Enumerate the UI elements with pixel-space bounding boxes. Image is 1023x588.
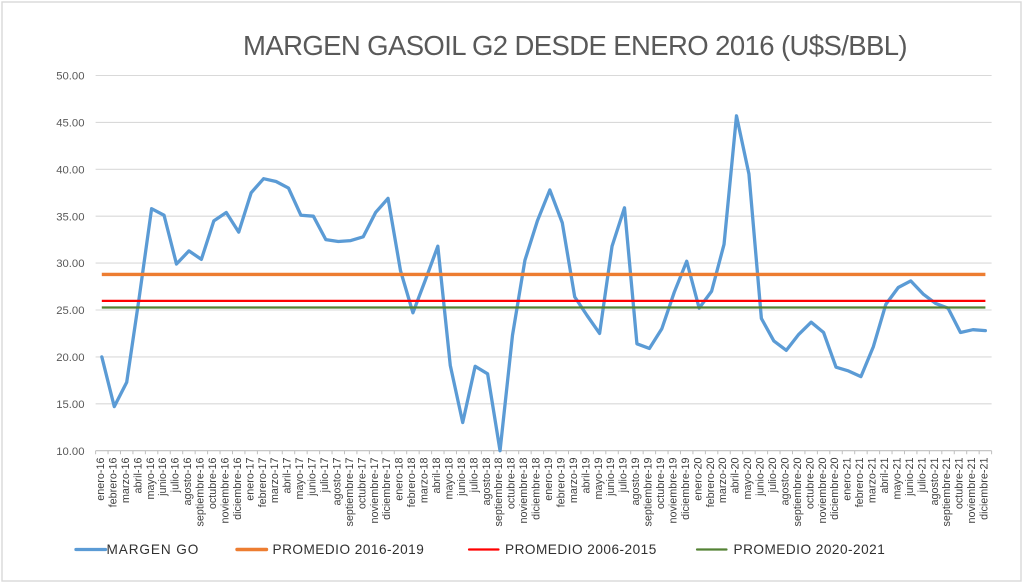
svg-text:marzo-17: marzo-17 [269, 458, 281, 504]
svg-text:junio-16: junio-16 [157, 458, 169, 497]
svg-text:octubre-16: octubre-16 [207, 458, 219, 510]
svg-text:febrero-18: febrero-18 [406, 458, 418, 508]
svg-text:septiembre-21: septiembre-21 [941, 458, 953, 527]
svg-text:diciembre-18: diciembre-18 [531, 458, 543, 520]
svg-text:marzo-21: marzo-21 [867, 458, 879, 504]
svg-text:enero-19: enero-19 [543, 458, 555, 501]
svg-text:enero-20: enero-20 [692, 458, 704, 501]
svg-text:enero-21: enero-21 [842, 458, 854, 501]
svg-text:septiembre-17: septiembre-17 [344, 458, 356, 527]
svg-text:diciembre-21: diciembre-21 [979, 458, 991, 520]
svg-text:abril-19: abril-19 [580, 458, 592, 494]
svg-text:MARGEN GASOIL G2 DESDE ENERO 2: MARGEN GASOIL G2 DESDE ENERO 2016 (U$S/B… [243, 30, 907, 61]
svg-text:septiembre-16: septiembre-16 [195, 458, 207, 527]
svg-text:diciembre-20: diciembre-20 [829, 458, 841, 520]
svg-text:julio-20: julio-20 [767, 458, 779, 494]
svg-text:septiembre-20: septiembre-20 [792, 458, 804, 527]
svg-text:agosto-18: agosto-18 [481, 458, 493, 506]
svg-text:abril-17: abril-17 [282, 458, 294, 494]
svg-text:febrero-16: febrero-16 [107, 458, 119, 508]
svg-text:agosto-21: agosto-21 [929, 458, 941, 506]
svg-text:mayo-20: mayo-20 [742, 458, 754, 500]
svg-text:abril-16: abril-16 [132, 458, 144, 494]
svg-text:marzo-20: marzo-20 [717, 458, 729, 504]
svg-text:julio-21: julio-21 [916, 458, 928, 494]
svg-text:45.00: 45.00 [56, 118, 84, 130]
svg-text:julio-16: julio-16 [170, 458, 182, 494]
svg-text:junio-17: junio-17 [307, 458, 319, 497]
svg-text:PROMEDIO 2006-2015: PROMEDIO 2006-2015 [505, 542, 657, 557]
svg-text:marzo-18: marzo-18 [419, 458, 431, 504]
svg-text:marzo-19: marzo-19 [568, 458, 580, 504]
svg-text:octubre-20: octubre-20 [804, 458, 816, 510]
svg-text:mayo-18: mayo-18 [443, 458, 455, 500]
svg-text:PROMEDIO 2016-2019: PROMEDIO 2016-2019 [273, 542, 425, 557]
svg-text:agosto-17: agosto-17 [331, 458, 343, 506]
svg-text:mayo-17: mayo-17 [294, 458, 306, 500]
svg-text:febrero-17: febrero-17 [257, 458, 269, 508]
svg-text:octubre-19: octubre-19 [655, 458, 667, 510]
svg-text:julio-17: julio-17 [319, 458, 331, 494]
svg-text:julio-18: julio-18 [468, 458, 480, 494]
svg-text:abril-21: abril-21 [879, 458, 891, 494]
svg-text:julio-19: julio-19 [618, 458, 630, 494]
svg-text:octubre-21: octubre-21 [954, 458, 966, 510]
svg-text:diciembre-16: diciembre-16 [232, 458, 244, 520]
svg-text:noviembre-18: noviembre-18 [518, 458, 530, 524]
svg-text:noviembre-21: noviembre-21 [966, 458, 978, 524]
svg-text:agosto-19: agosto-19 [630, 458, 642, 506]
svg-text:enero-17: enero-17 [244, 458, 256, 501]
svg-text:25.00: 25.00 [56, 305, 84, 317]
svg-text:noviembre-20: noviembre-20 [817, 458, 829, 524]
svg-text:febrero-19: febrero-19 [555, 458, 567, 508]
svg-text:15.00: 15.00 [56, 399, 84, 411]
svg-text:noviembre-17: noviembre-17 [369, 458, 381, 524]
svg-text:octubre-18: octubre-18 [506, 458, 518, 510]
svg-text:agosto-20: agosto-20 [779, 458, 791, 506]
svg-text:enero-18: enero-18 [394, 458, 406, 501]
svg-text:35.00: 35.00 [56, 211, 84, 223]
svg-text:10.00: 10.00 [56, 446, 84, 458]
svg-text:20.00: 20.00 [56, 352, 84, 364]
svg-text:septiembre-18: septiembre-18 [493, 458, 505, 527]
svg-text:octubre-17: octubre-17 [356, 458, 368, 510]
svg-text:50.00: 50.00 [56, 71, 84, 83]
svg-text:septiembre-19: septiembre-19 [643, 458, 655, 527]
svg-text:marzo-16: marzo-16 [120, 458, 132, 504]
svg-text:diciembre-17: diciembre-17 [381, 458, 393, 520]
svg-text:junio-20: junio-20 [755, 458, 767, 497]
svg-text:mayo-16: mayo-16 [145, 458, 157, 500]
svg-text:febrero-20: febrero-20 [705, 458, 717, 508]
svg-text:noviembre-19: noviembre-19 [667, 458, 679, 524]
svg-text:agosto-16: agosto-16 [182, 458, 194, 506]
svg-text:noviembre-16: noviembre-16 [219, 458, 231, 524]
svg-text:MARGEN GO: MARGEN GO [107, 542, 200, 557]
svg-text:PROMEDIO 2020-2021: PROMEDIO 2020-2021 [734, 542, 886, 557]
svg-text:mayo-21: mayo-21 [891, 458, 903, 500]
svg-text:junio-18: junio-18 [456, 458, 468, 497]
svg-text:junio-21: junio-21 [904, 458, 916, 497]
svg-text:30.00: 30.00 [56, 258, 84, 270]
svg-text:abril-20: abril-20 [730, 458, 742, 494]
svg-text:diciembre-19: diciembre-19 [680, 458, 692, 520]
svg-text:junio-19: junio-19 [605, 458, 617, 497]
svg-text:abril-18: abril-18 [431, 458, 443, 494]
svg-text:enero-16: enero-16 [95, 458, 107, 501]
svg-text:febrero-21: febrero-21 [854, 458, 866, 508]
svg-text:40.00: 40.00 [56, 164, 84, 176]
svg-text:mayo-19: mayo-19 [593, 458, 605, 500]
